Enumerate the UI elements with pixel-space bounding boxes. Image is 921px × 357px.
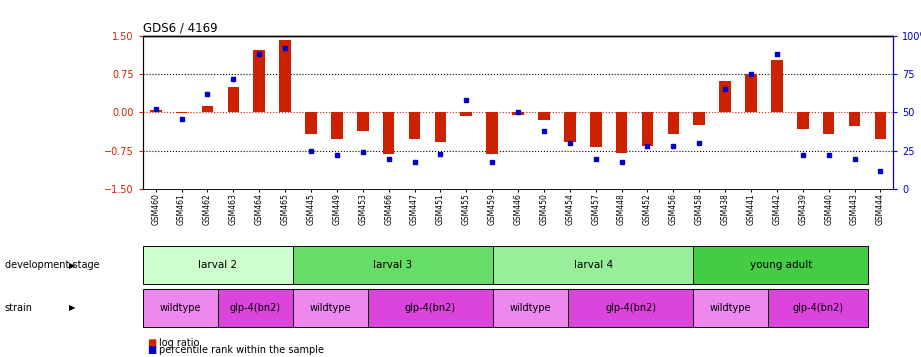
Bar xyxy=(460,112,472,116)
Bar xyxy=(227,87,239,112)
Text: strain: strain xyxy=(5,303,32,313)
Bar xyxy=(176,112,187,114)
Text: development stage: development stage xyxy=(5,260,99,270)
Bar xyxy=(512,112,524,115)
Text: GDS6 / 4169: GDS6 / 4169 xyxy=(143,21,217,35)
Text: wildtype: wildtype xyxy=(710,303,752,313)
Text: ■: ■ xyxy=(147,345,157,355)
Bar xyxy=(357,112,368,131)
Text: ▶: ▶ xyxy=(69,303,76,312)
Text: ▶: ▶ xyxy=(69,261,76,270)
Bar xyxy=(331,112,343,139)
Bar xyxy=(849,112,860,126)
Bar xyxy=(642,112,653,146)
Text: wildtype: wildtype xyxy=(309,303,351,313)
Bar xyxy=(771,60,783,112)
Text: wildtype: wildtype xyxy=(510,303,552,313)
Bar xyxy=(409,112,420,139)
Text: ■: ■ xyxy=(147,338,157,348)
Text: larval 2: larval 2 xyxy=(198,260,238,270)
Text: wildtype: wildtype xyxy=(159,303,201,313)
Bar xyxy=(745,74,757,112)
Text: young adult: young adult xyxy=(750,260,812,270)
Text: glp-4(bn2): glp-4(bn2) xyxy=(793,303,844,313)
Bar xyxy=(435,112,447,142)
Bar xyxy=(253,50,265,112)
Text: glp-4(bn2): glp-4(bn2) xyxy=(605,303,657,313)
Bar xyxy=(305,112,317,134)
Text: larval 4: larval 4 xyxy=(574,260,612,270)
Bar xyxy=(564,112,576,142)
Bar xyxy=(486,112,498,155)
Bar xyxy=(694,112,705,125)
Bar xyxy=(279,40,291,112)
Text: larval 3: larval 3 xyxy=(373,260,413,270)
Bar xyxy=(202,106,214,112)
Text: glp-4(bn2): glp-4(bn2) xyxy=(405,303,456,313)
Bar xyxy=(822,112,834,134)
Bar xyxy=(875,112,886,139)
Text: glp-4(bn2): glp-4(bn2) xyxy=(229,303,281,313)
Text: log ratio: log ratio xyxy=(159,338,200,348)
Bar xyxy=(589,112,601,147)
Bar xyxy=(616,112,627,154)
Text: percentile rank within the sample: percentile rank within the sample xyxy=(159,345,324,355)
Bar xyxy=(150,110,161,112)
Bar xyxy=(719,81,731,112)
Bar xyxy=(797,112,809,129)
Bar xyxy=(538,112,550,120)
Bar xyxy=(668,112,679,134)
Bar xyxy=(383,112,394,155)
